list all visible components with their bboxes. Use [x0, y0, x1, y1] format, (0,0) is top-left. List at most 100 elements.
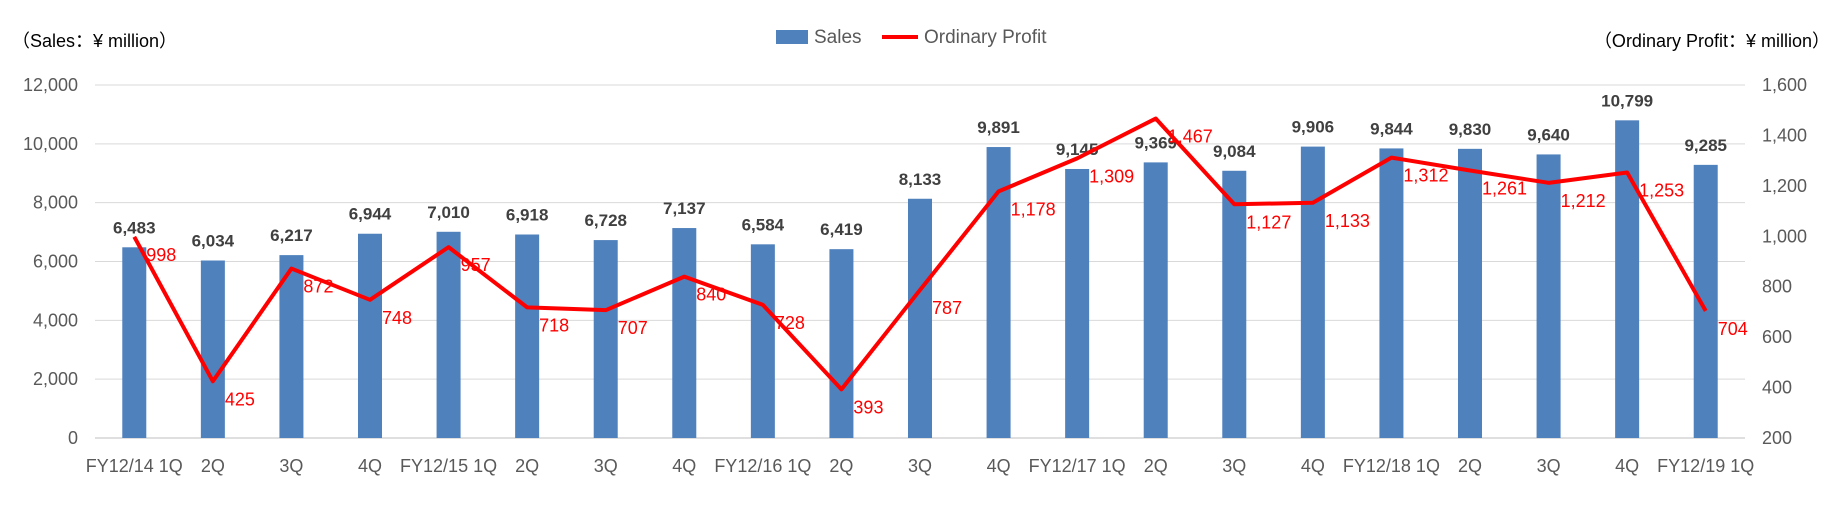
left-axis-unit-label: （Sales：¥ million） — [12, 31, 177, 51]
profit-label: 1,133 — [1325, 211, 1370, 231]
sales-bar-label: 9,369 — [1134, 133, 1177, 152]
x-tick-label: 2Q — [201, 456, 225, 476]
sales-bar — [1222, 170, 1247, 439]
x-axis-labels: FY12/14 1Q 2Q 3Q 4Q FY12/15 1Q 2Q 3Q 4Q FY12/16 … — [86, 456, 1754, 476]
right-tick-label: 800 — [1762, 277, 1792, 297]
sales-bar-label: 7,010 — [427, 203, 470, 222]
left-tick-label: 10,000 — [23, 134, 78, 154]
profit-label: 1,178 — [1011, 199, 1056, 219]
x-tick-label: FY12/14 1Q — [86, 456, 183, 476]
sales-bar — [200, 260, 225, 438]
profit-label: 787 — [932, 298, 962, 318]
sales-bar — [358, 233, 382, 438]
profit-label: 748 — [382, 308, 412, 328]
left-axis-ticks: 0 2,000 4,000 6,000 8,000 10,000 12,000 — [23, 75, 78, 448]
sales-bar-label: 6,483 — [113, 218, 156, 237]
sales-bar — [750, 244, 775, 438]
left-tick-label: 6,000 — [33, 252, 78, 272]
right-tick-label: 1,000 — [1762, 226, 1807, 246]
sales-bar-label: 8,133 — [899, 170, 942, 189]
sales-bar — [1065, 168, 1090, 438]
sales-bar-label: 9,844 — [1370, 119, 1413, 138]
sales-bar — [279, 255, 304, 438]
sales-bar — [829, 249, 854, 438]
legend-sales-swatch — [776, 30, 808, 44]
profit-label: 425 — [225, 389, 255, 409]
x-tick-label: 3Q — [1222, 456, 1246, 476]
profit-label: 707 — [618, 318, 648, 338]
sales-bar-label: 10,799 — [1601, 91, 1653, 110]
sales-bar-label: 9,891 — [977, 118, 1020, 137]
profit-line-series — [132, 116, 1708, 392]
left-tick-label: 0 — [68, 428, 78, 448]
left-tick-label: 12,000 — [23, 75, 78, 95]
sales-bar — [908, 198, 932, 438]
sales-bar-label: 7,137 — [663, 199, 706, 218]
sales-bar-label: 6,217 — [270, 226, 313, 245]
profit-label: 998 — [146, 245, 176, 265]
profit-label: 1,309 — [1089, 166, 1134, 186]
x-tick-label: 3Q — [1537, 456, 1561, 476]
x-tick-label: FY12/17 1Q — [1029, 456, 1126, 476]
x-tick-label: 2Q — [515, 456, 539, 476]
sales-bar-label: 6,584 — [742, 215, 785, 234]
legend: Sales Ordinary Profit — [776, 27, 1047, 48]
profit-line — [132, 116, 1708, 392]
x-tick-label: FY12/19 1Q — [1657, 456, 1754, 476]
right-axis-unit-label: （Ordinary Profit：¥ million） — [1594, 31, 1830, 51]
profit-label: 393 — [853, 397, 883, 417]
profit-label: 1,467 — [1168, 127, 1213, 147]
sales-bar-label: 6,918 — [506, 205, 549, 224]
sales-bar — [1458, 148, 1482, 438]
x-tick-label: 4Q — [1301, 456, 1325, 476]
profit-label: 718 — [539, 315, 569, 335]
legend-profit-label: Ordinary Profit — [924, 27, 1047, 48]
sales-bar-label: 9,084 — [1213, 142, 1256, 161]
sales-bar-label: 9,906 — [1292, 118, 1335, 137]
x-tick-label: FY12/16 1Q — [714, 456, 811, 476]
x-tick-label: 3Q — [594, 456, 618, 476]
legend-sales-label: Sales — [814, 27, 862, 48]
sales-bar — [1615, 120, 1640, 439]
sales-bar-label: 6,419 — [820, 220, 863, 239]
sales-bar — [1693, 164, 1718, 438]
sales-bar — [1536, 154, 1561, 438]
sales-bars — [122, 120, 1718, 439]
profit-line-labels: 998 425 872 748 957 718 707 840 728 393 787 1,178 1,… — [146, 127, 1747, 418]
sales-bar — [672, 228, 697, 438]
right-tick-label: 1,400 — [1762, 125, 1807, 145]
sales-bar-label: 6,034 — [192, 231, 235, 250]
sales-bar — [1300, 146, 1325, 438]
sales-bar-label: 9,285 — [1684, 136, 1727, 155]
x-tick-label: 2Q — [1144, 456, 1168, 476]
sales-bar — [1143, 162, 1168, 438]
x-tick-label: 3Q — [908, 456, 932, 476]
right-tick-label: 600 — [1762, 327, 1792, 347]
profit-label: 957 — [461, 255, 491, 275]
x-tick-label: FY12/18 1Q — [1343, 456, 1440, 476]
x-tick-label: 3Q — [279, 456, 303, 476]
sales-bar — [1379, 148, 1404, 438]
profit-label: 1,261 — [1482, 178, 1527, 198]
x-tick-label: 4Q — [358, 456, 382, 476]
profit-label: 1,253 — [1639, 180, 1684, 200]
right-axis-ticks: 200 400 600 800 1,000 1,200 1,400 1,600 — [1762, 75, 1807, 448]
sales-bar-label: 9,830 — [1449, 120, 1492, 139]
sales-bar-label: 6,728 — [584, 211, 627, 230]
x-tick-label: 2Q — [829, 456, 853, 476]
left-tick-label: 2,000 — [33, 369, 78, 389]
profit-label: 1,312 — [1403, 166, 1448, 186]
sales-bar-label: 6,944 — [349, 205, 392, 224]
left-tick-label: 4,000 — [33, 310, 78, 330]
sales-bar — [122, 247, 147, 438]
profit-label: 728 — [775, 313, 805, 333]
profit-label: 1,127 — [1246, 212, 1291, 232]
right-tick-label: 400 — [1762, 378, 1792, 398]
left-tick-label: 8,000 — [33, 193, 78, 213]
profit-label: 872 — [303, 277, 333, 297]
sales-bar — [436, 231, 461, 438]
profit-label: 1,212 — [1561, 191, 1606, 211]
profit-label: 840 — [696, 285, 726, 305]
x-tick-label: 2Q — [1458, 456, 1482, 476]
